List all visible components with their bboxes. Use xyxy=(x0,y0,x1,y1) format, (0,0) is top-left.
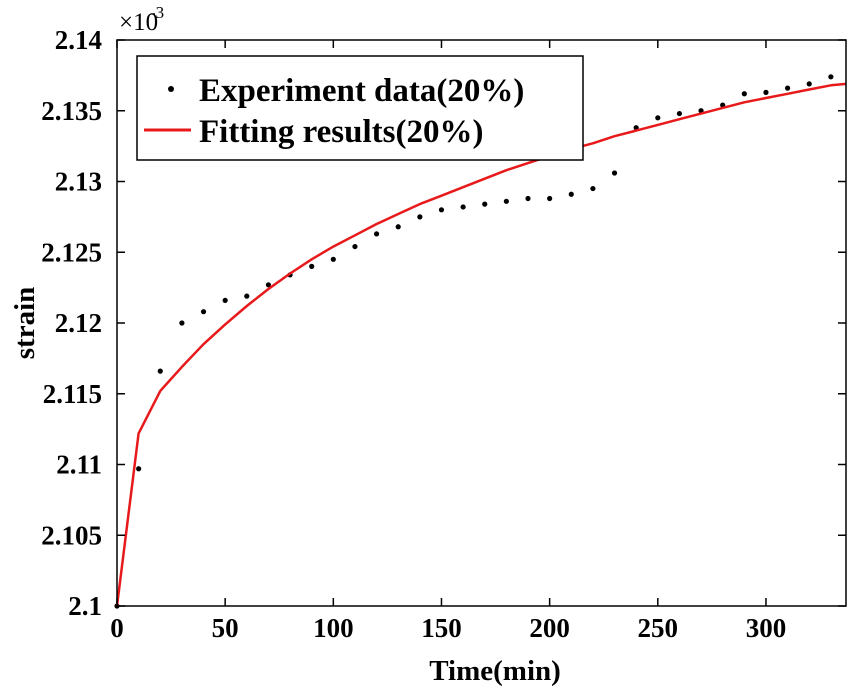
experiment-data-point xyxy=(784,85,791,91)
experiment-data-point xyxy=(222,297,228,303)
legend-label-experiment: Experiment data(20%) xyxy=(199,73,524,109)
x-tick-label: 250 xyxy=(638,613,679,643)
x-tick-label: 50 xyxy=(212,613,239,643)
y-tick-label: 2.13 xyxy=(55,167,102,197)
experiment-data-point xyxy=(655,115,661,121)
y-tick-label: 2.105 xyxy=(41,520,102,550)
experiment-data-point xyxy=(200,309,207,315)
experiment-data-point xyxy=(352,243,358,250)
experiment-data-point xyxy=(482,201,488,207)
legend: Experiment data(20%) Fitting results(20%… xyxy=(136,55,584,161)
legend-box xyxy=(136,55,584,161)
experiment-data-point xyxy=(157,368,163,374)
y-tick-label: 2.125 xyxy=(41,237,102,267)
y-axis-label: strain xyxy=(9,287,41,360)
experiment-data-point xyxy=(373,231,380,237)
y-tick-label: 2.115 xyxy=(43,379,102,409)
experiment-data-point xyxy=(547,195,553,202)
experiment-data-point xyxy=(503,198,509,204)
experiment-data-point xyxy=(395,224,401,230)
series-layer xyxy=(114,74,847,609)
x-tick-label: 300 xyxy=(746,613,787,643)
y-tick-label: 2.11 xyxy=(56,450,102,480)
fitting-results-line xyxy=(115,82,847,607)
experiment-data-point xyxy=(244,293,250,299)
experiment-data-point xyxy=(676,110,683,117)
experiment-data-point xyxy=(763,89,769,95)
y-tick-label: 2.1 xyxy=(68,591,102,621)
x-tick-label: 0 xyxy=(110,613,124,643)
x-axis-label: Time(min) xyxy=(429,655,561,687)
x-tick-label: 200 xyxy=(529,613,570,643)
y-tick-label: 2.14 xyxy=(55,25,102,55)
y-tick-label: 2.12 xyxy=(55,308,102,338)
experiment-data-point xyxy=(525,195,531,202)
y-exponent-base: ×10 xyxy=(119,9,158,36)
experiment-data-point xyxy=(568,191,574,197)
experiment-data-point xyxy=(179,320,185,326)
experiment-data-point xyxy=(828,74,834,80)
experiment-data-point xyxy=(265,282,272,288)
experiment-data-point xyxy=(806,81,812,87)
x-tick-label: 150 xyxy=(421,613,462,643)
y-tick-label: 2.135 xyxy=(41,96,102,126)
experiment-data-point xyxy=(741,91,747,97)
ticks-layer: 0 50 100 150 200 250 300 2.1 2.105 2.11 2.115 2.12 2… xyxy=(41,25,846,643)
y-exponent-power: -3 xyxy=(150,3,164,22)
experiment-data-point xyxy=(330,256,336,262)
experiment-data-point xyxy=(611,170,618,176)
experiment-data-point xyxy=(460,204,466,210)
experiment-data-point xyxy=(417,214,423,220)
experiment-data-point xyxy=(309,263,315,269)
legend-marker-experiment xyxy=(168,86,174,92)
legend-label-fitting: Fitting results(20%) xyxy=(199,114,483,150)
experiment-data-point xyxy=(438,207,445,213)
experiment-data-point xyxy=(136,466,142,472)
experiment-data-point xyxy=(590,185,596,192)
x-tick-label: 100 xyxy=(313,613,354,643)
